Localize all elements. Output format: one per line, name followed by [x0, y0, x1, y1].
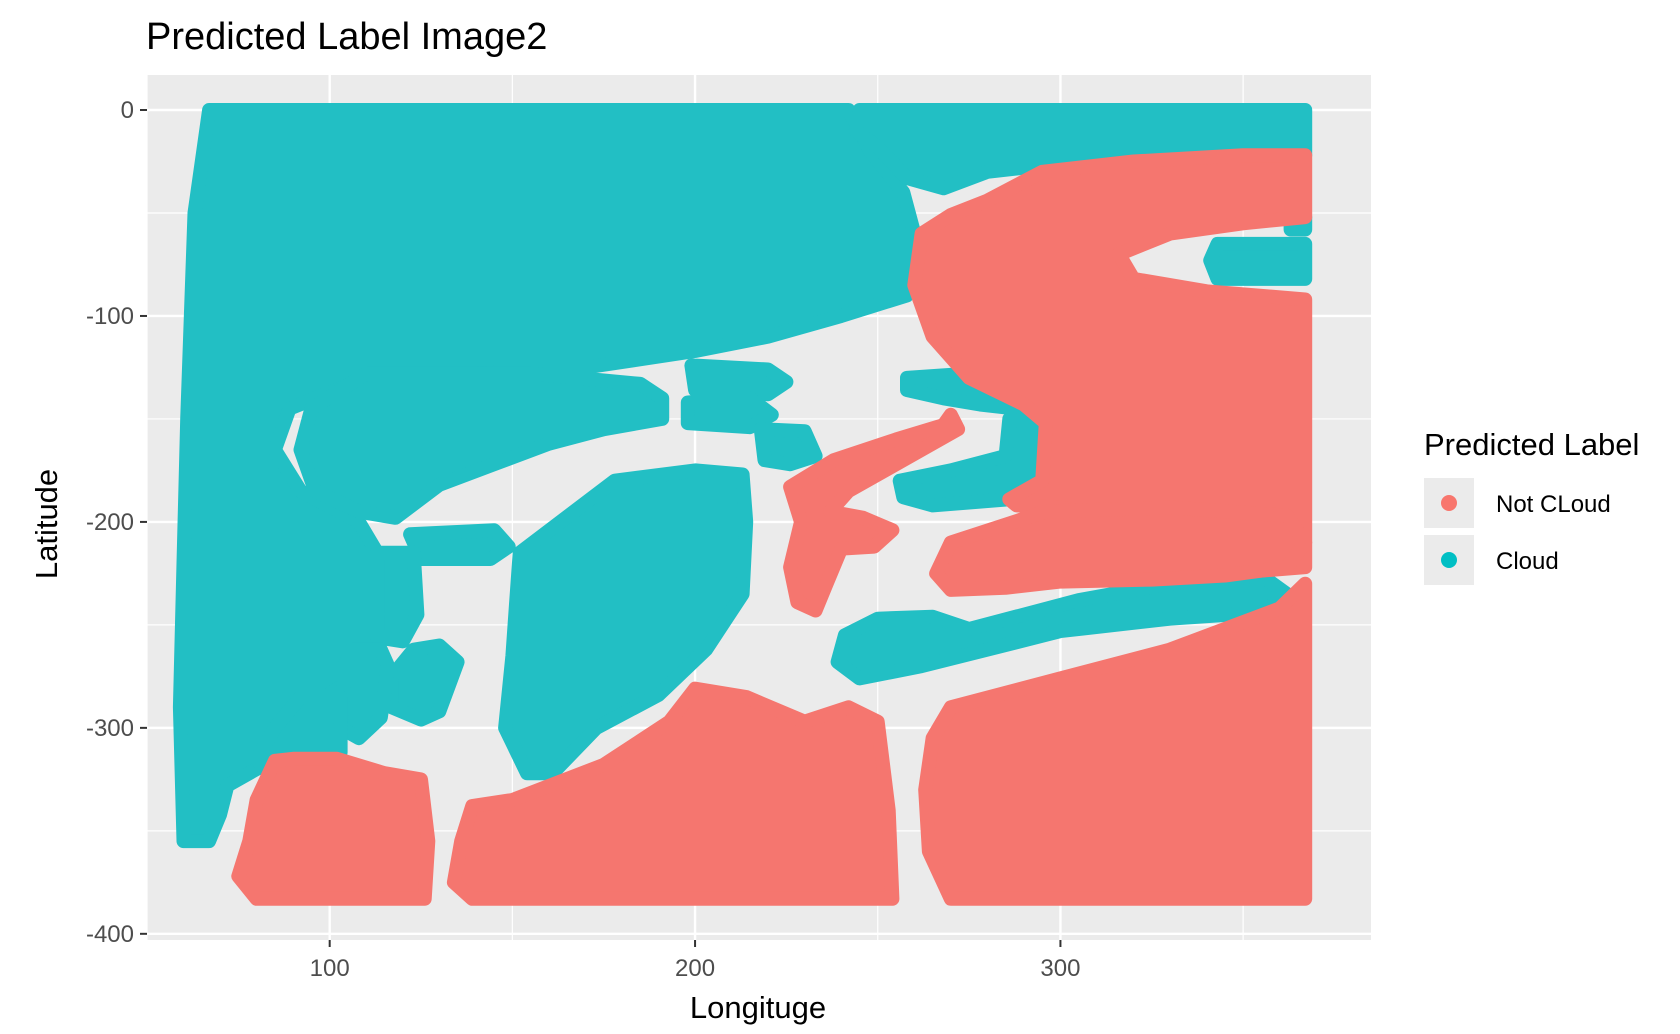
legend-swatch-not-cloud	[1441, 495, 1457, 511]
region-cloud-2	[498, 463, 754, 781]
region-cloud-9	[848, 103, 1313, 196]
region-not-cloud-1	[929, 500, 1313, 597]
axes: 100 200 300 0 -100 -200 -300 -400	[86, 97, 1081, 982]
y-tick-label-4: -400	[86, 921, 134, 948]
legend-swatch-cloud	[1441, 552, 1457, 568]
y-tick-label-3: -300	[86, 715, 134, 742]
region-not-cloud-3	[446, 681, 900, 906]
y-tick-label-1: -100	[86, 303, 134, 330]
legend-title: Predicted Label	[1424, 427, 1639, 462]
legend-label-not-cloud: Not CLoud	[1496, 491, 1611, 518]
region-cloud-15	[1203, 236, 1313, 286]
region-not-cloud-4	[918, 576, 1313, 906]
region-not-cloud-5	[231, 751, 436, 906]
legend: Predicted Label Not CLoud Cloud	[1424, 427, 1639, 585]
series-not-cloud	[231, 148, 1313, 906]
y-axis-title: Latitude	[29, 469, 64, 579]
legend-label-cloud: Cloud	[1496, 548, 1559, 575]
region-cloud-13	[333, 642, 396, 746]
region-cloud-4	[680, 391, 779, 435]
region-cloud-1	[293, 366, 670, 525]
region-not-cloud-0	[907, 148, 1313, 581]
region-cloud-5	[753, 422, 823, 472]
data-layer	[172, 103, 1313, 906]
x-tick-label-1: 200	[675, 955, 715, 982]
region-not-cloud-2	[783, 407, 966, 618]
region-cloud-10	[403, 523, 516, 566]
plot-panel	[146, 75, 1371, 940]
chart-title: Predicted Label Image2	[146, 16, 547, 58]
region-cloud-12	[384, 638, 465, 727]
region-cloud-3	[684, 358, 794, 402]
y-tick-label-0: 0	[121, 97, 134, 124]
x-tick-label-0: 100	[310, 955, 350, 982]
x-tick-label-2: 300	[1040, 955, 1080, 982]
region-cloud-11	[370, 545, 425, 649]
y-tick-label-2: -200	[86, 509, 134, 536]
series-cloud	[172, 103, 1313, 849]
x-axis-title: Longituge	[690, 990, 826, 1025]
